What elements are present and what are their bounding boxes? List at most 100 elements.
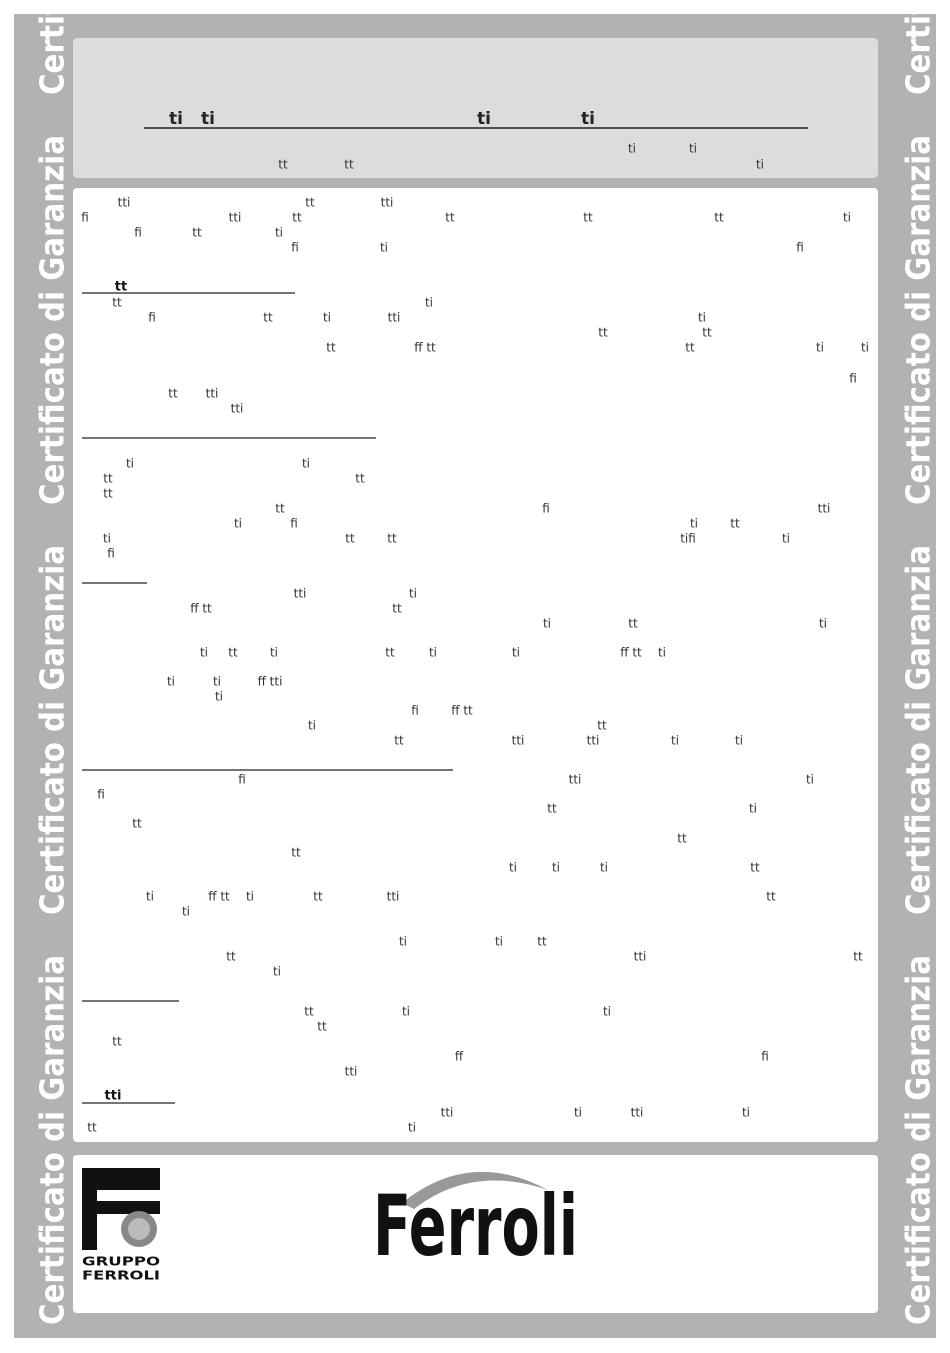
body-fragment: tti xyxy=(381,196,394,210)
body-fragment: ff tt xyxy=(414,341,436,355)
body-fragment: tti xyxy=(229,211,242,225)
body-fragment: fi xyxy=(97,788,105,802)
body-fragment: tt xyxy=(345,532,355,546)
body-fragment: ti xyxy=(103,532,111,546)
body-fragment: tti xyxy=(631,1106,644,1120)
side-label: Certificato di Garanzia xyxy=(33,0,72,95)
body-fragment: fi xyxy=(291,241,299,255)
body-fragment: tt xyxy=(103,472,113,486)
body-fragment: tt xyxy=(263,311,273,325)
body-fragment: tt xyxy=(385,646,395,660)
group-name: GRUPPO xyxy=(82,1254,160,1269)
side-label: Certificato di Garanzia xyxy=(899,0,938,95)
body-fragment: tt xyxy=(394,734,404,748)
body-fragment: ti xyxy=(402,1005,410,1019)
body-fragment: tt xyxy=(766,890,776,904)
body-fragment: tt xyxy=(305,196,315,210)
header-fragment: tt xyxy=(278,158,288,172)
body-fragment: tt xyxy=(292,211,302,225)
body-fragment: tt xyxy=(228,646,238,660)
body-fragment: ti xyxy=(658,646,666,660)
body-fragment: ff tt xyxy=(208,890,230,904)
body-fragment: ti xyxy=(246,890,254,904)
body-fragment: tt xyxy=(103,487,113,501)
side-strip: Certificato di Garanzia Certificato di Ga… xyxy=(899,0,938,1325)
body-fragment: ti xyxy=(126,457,134,471)
body-fragment: tti xyxy=(387,890,400,904)
body-fragment: tt xyxy=(313,890,323,904)
body-fragment: tt xyxy=(291,846,301,860)
body-fragment: tt xyxy=(317,1020,327,1034)
body-fragment: ti xyxy=(399,935,407,949)
body-fragment: tt xyxy=(598,326,608,340)
body-fragment: tti xyxy=(206,387,219,401)
body-fragment: tt xyxy=(853,950,863,964)
body-fragment: ti xyxy=(429,646,437,660)
side-label: Certificato di Garanzia xyxy=(899,955,938,1325)
body-fragment: tt xyxy=(304,1005,314,1019)
side-label: Certificato di Garanzia xyxy=(899,135,938,505)
body-fragment: tt xyxy=(132,817,142,831)
body-fragment: fi xyxy=(134,226,142,240)
body-fragment: ti xyxy=(819,617,827,631)
body-fragment: ti xyxy=(215,690,223,704)
body-fragment: ti xyxy=(213,675,221,689)
brand-logo: Ferroli xyxy=(373,1171,578,1275)
body-fragment: tt xyxy=(677,832,687,846)
section-heading: tt xyxy=(115,280,127,295)
body-fragment: ti xyxy=(146,890,154,904)
header-fragment: ti xyxy=(169,109,183,129)
body-fragment: ti xyxy=(167,675,175,689)
body-fragment: tt xyxy=(714,211,724,225)
body-fragment: tti xyxy=(818,502,831,516)
body-fragment: ti xyxy=(806,773,814,787)
body-fragment: tt xyxy=(702,326,712,340)
body-fragment: tti xyxy=(294,587,307,601)
body-fragment: ti xyxy=(742,1106,750,1120)
body-fragment: tti xyxy=(569,773,582,787)
body-fragment: tti xyxy=(587,734,600,748)
body-fragment: tt xyxy=(583,211,593,225)
body-fragment: tt xyxy=(750,861,760,875)
body-fragment: ti xyxy=(509,861,517,875)
body-fragment: ti xyxy=(270,646,278,660)
body-fragment: tti xyxy=(441,1106,454,1120)
body-fragment: fi xyxy=(411,704,419,718)
body-fragment: tti xyxy=(118,196,131,210)
body-fragment: ti xyxy=(495,935,503,949)
body-fragment: tti xyxy=(231,402,244,416)
body-fragment: tt xyxy=(87,1121,97,1135)
brand: Ferroli xyxy=(373,1177,578,1275)
body-fragment: ti xyxy=(425,296,433,310)
body-fragment: ti xyxy=(735,734,743,748)
body-fragment: ti xyxy=(182,905,190,919)
body-fragment: tt xyxy=(226,950,236,964)
body-fragment: tt xyxy=(275,502,285,516)
body-fragment: ti xyxy=(552,861,560,875)
body-fragment: ti xyxy=(861,341,869,355)
body-fragment: tti xyxy=(345,1065,358,1079)
body-fragment: tt xyxy=(112,296,122,310)
body-fragment: tt xyxy=(392,602,402,616)
header-fragment: ti xyxy=(201,109,215,129)
body-fragment: ff tt xyxy=(451,704,473,718)
body-fragment: ti xyxy=(273,965,281,979)
section-heading: tti xyxy=(105,1089,122,1104)
body-fragment: fi xyxy=(81,211,89,225)
body-fragment: ti xyxy=(543,617,551,631)
body-fragment: tti xyxy=(634,950,647,964)
body-fragment: ti xyxy=(200,646,208,660)
body-fragment: tt xyxy=(326,341,336,355)
body-fragment: tt xyxy=(685,341,695,355)
group-logo: GRUPPO FERROLI xyxy=(82,1168,160,1283)
body-fragment: ff tt xyxy=(620,646,642,660)
header-box xyxy=(73,38,878,178)
body-fragment: fi xyxy=(761,1050,769,1064)
body-fragment: ti xyxy=(234,517,242,531)
body-fragment: tifi xyxy=(680,532,696,546)
body-fragment: ti xyxy=(323,311,331,325)
body-fragment: fi xyxy=(238,773,246,787)
side-labels: Certificato di Garanzia Certificato di Ga… xyxy=(33,0,938,1325)
